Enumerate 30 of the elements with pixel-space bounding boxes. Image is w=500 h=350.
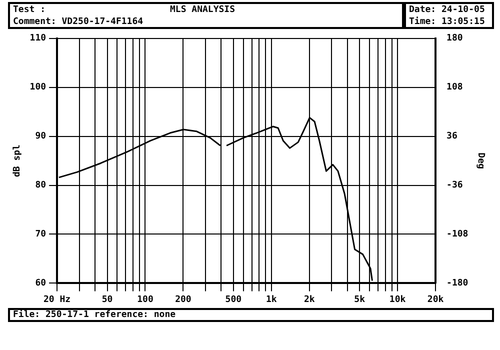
y2-tick-label: 180 — [446, 34, 463, 44]
y-axis-title: dB spl — [12, 144, 23, 178]
x-tick-label: 20 Hz — [44, 294, 71, 305]
chart-title: MLS ANALYSIS — [170, 5, 236, 16]
y-tick-label: 100 — [30, 82, 46, 93]
y2-tick-label: -180 — [446, 278, 468, 289]
y2-tick-label: 36 — [446, 132, 458, 142]
x-tick-label: 500 — [225, 294, 242, 305]
y-tick-label: 60 — [35, 278, 46, 289]
x-tick-label: 5k — [354, 294, 366, 305]
y2-tick-label: 108 — [446, 82, 463, 93]
y-tick-label: 110 — [30, 34, 46, 44]
text: Test : — [13, 5, 46, 16]
x-tick-label: 100 — [137, 294, 154, 305]
text: Comment: VD250-17-4F1164 — [13, 17, 144, 28]
x-tick-label: 2k — [304, 294, 316, 305]
y-tick-label: 90 — [35, 132, 46, 142]
x-tick-label: 200 — [175, 294, 192, 305]
y2-tick-label: -108 — [446, 230, 468, 240]
y2-axis-title: Deg — [475, 152, 486, 169]
y2-tick-label: -36 — [446, 180, 463, 191]
x-tick-label: 50 — [102, 294, 113, 305]
x-tick-label: 20k — [427, 294, 444, 305]
y-tick-label: 80 — [35, 180, 46, 191]
text: Date: 24-10-05 — [409, 5, 485, 16]
text: Time: 13:05:15 — [409, 17, 485, 28]
x-tick-label: 10k — [389, 294, 406, 305]
y-tick-label: 70 — [35, 230, 46, 240]
x-tick-label: 1k — [266, 294, 278, 305]
text: File: 250-17-1 reference: none — [13, 310, 176, 320]
